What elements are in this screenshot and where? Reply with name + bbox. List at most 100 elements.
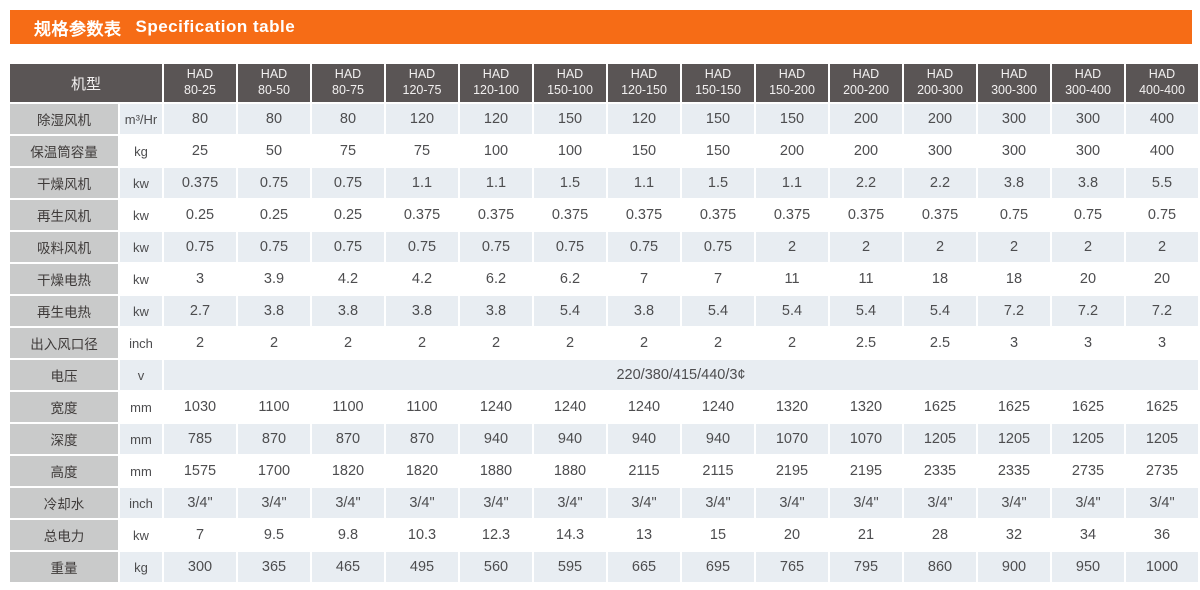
spec-value: 0.75 [534,232,606,262]
spec-value: 0.375 [386,200,458,230]
spec-value: 1100 [238,392,310,422]
spec-value: 860 [904,552,976,582]
spec-value: 200 [756,136,828,166]
spec-value: 36 [1126,520,1198,550]
model-brand: HAD [1148,67,1176,82]
spec-value: 2 [164,328,236,358]
spec-value: 300 [978,136,1050,166]
spec-value: 0.375 [756,200,828,230]
spec-value: 560 [460,552,532,582]
spec-row: 除湿风机 m³/Hr 80 80 80 120 120 150 120 150 150 200 200 3… [10,104,1198,134]
spec-value: 6.2 [460,264,532,294]
spec-value: 1.5 [534,168,606,198]
unit-label: inch [120,328,162,358]
spec-row: 吸料风机 kw 0.75 0.75 0.75 0.75 0.75 0.75 0.75 0.75 2 2… [10,232,1198,262]
spec-value: 0.75 [978,200,1050,230]
spec-value: 1700 [238,456,310,486]
spec-value: 4.2 [312,264,384,294]
spec-value: 0.75 [312,232,384,262]
spec-value: 1.1 [608,168,680,198]
spec-value: 1205 [978,424,1050,454]
unit-label: mm [120,456,162,486]
model-brand: HAD [334,67,362,82]
spec-value: 2 [460,328,532,358]
spec-value: 1070 [830,424,902,454]
spec-value: 3/4" [1052,488,1124,518]
spec-table-body: 除湿风机 m³/Hr 80 80 80 120 120 150 120 150 150 200 200 3… [10,104,1198,582]
spec-value: 3/4" [312,488,384,518]
spec-value: 300 [904,136,976,166]
spec-value: 80 [312,104,384,134]
spec-value: 5.4 [756,296,828,326]
spec-value: 785 [164,424,236,454]
model-code: 80-50 [258,83,290,97]
model-column-header: HAD 150-150 [682,64,754,102]
model-column-header: HAD 120-150 [608,64,680,102]
row-label: 除湿风机 [10,104,118,134]
spec-value: 3 [1052,328,1124,358]
spec-value: 15 [682,520,754,550]
spec-value: 1320 [830,392,902,422]
spec-value: 2 [1126,232,1198,262]
spec-value: 200 [830,136,902,166]
title-bar: 规格参数表 Specification table [10,10,1192,44]
spec-value: 400 [1126,104,1198,134]
spec-value: 200 [904,104,976,134]
spec-value: 2335 [978,456,1050,486]
spec-value: 120 [460,104,532,134]
spec-value: 0.375 [534,200,606,230]
unit-label: kg [120,136,162,166]
spec-value: 3/4" [164,488,236,518]
page-title-zh: 规格参数表 [34,19,122,39]
model-code: 200-300 [917,83,963,97]
spec-value: 2335 [904,456,976,486]
spec-value: 2.5 [830,328,902,358]
spec-value: 595 [534,552,606,582]
spec-row: 重量 kg 300 365 465 495 560 595 665 695 765 795 860 900… [10,552,1198,582]
spec-value: 3/4" [386,488,458,518]
spec-value: 34 [1052,520,1124,550]
spec-value: 3.8 [978,168,1050,198]
model-code: 200-200 [843,83,889,97]
spec-value: 100 [460,136,532,166]
row-label: 高度 [10,456,118,486]
spec-value: 32 [978,520,1050,550]
model-code: 120-100 [473,83,519,97]
spec-value: 3.8 [238,296,310,326]
spec-value: 1000 [1126,552,1198,582]
unit-label: kw [120,232,162,262]
spec-row: 冷却水 inch 3/4" 3/4" 3/4" 3/4" 3/4" 3/4" 3/4" 3/4" 3… [10,488,1198,518]
spec-value: 2115 [608,456,680,486]
spec-value: 7.2 [1052,296,1124,326]
spec-value: 940 [682,424,754,454]
unit-label: kw [120,200,162,230]
spec-value: 1205 [904,424,976,454]
spec-value: 0.25 [164,200,236,230]
unit-label: v [120,360,162,390]
spec-value: 0.75 [386,232,458,262]
model-column-header: HAD 200-200 [830,64,902,102]
table-corner-header: 机型 [10,64,162,102]
spec-value: 3/4" [978,488,1050,518]
model-column-header: HAD 300-400 [1052,64,1124,102]
spec-value: 940 [460,424,532,454]
spec-value: 3.9 [238,264,310,294]
spec-row: 深度 mm 785 870 870 870 940 940 940 940 1070 1070 1205… [10,424,1198,454]
unit-label: inch [120,488,162,518]
spec-value: 665 [608,552,680,582]
model-column-header: HAD 120-100 [460,64,532,102]
spec-value: 3/4" [830,488,902,518]
spec-value: 2195 [830,456,902,486]
spec-value: 870 [238,424,310,454]
spec-value: 1070 [756,424,828,454]
spec-value: 1100 [312,392,384,422]
spec-row: 总电力 kw 7 9.5 9.8 10.3 12.3 14.3 13 15 20 21 28 32 34 36 [10,520,1198,550]
spec-value: 3/4" [904,488,976,518]
row-label: 重量 [10,552,118,582]
spec-value: 120 [386,104,458,134]
spec-value: 870 [386,424,458,454]
model-column-header: HAD 80-75 [312,64,384,102]
model-code: 80-25 [184,83,216,97]
model-brand: HAD [556,67,584,82]
spec-value: 0.375 [830,200,902,230]
